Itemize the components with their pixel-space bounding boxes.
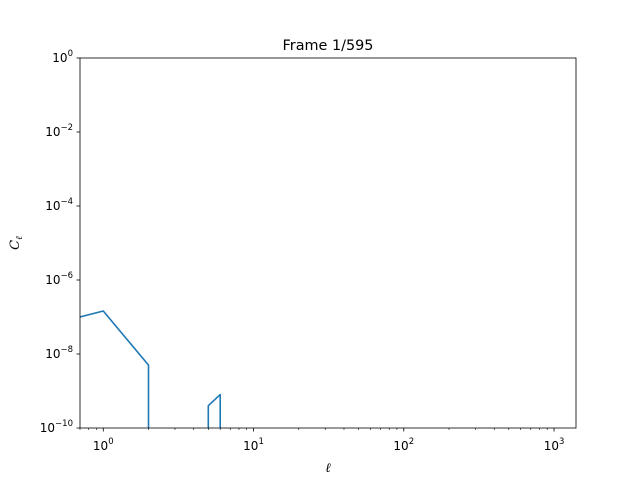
y-tick-label: 10−10 [40, 419, 73, 435]
x-axis-label: ℓ [325, 461, 331, 476]
y-tick-label-base: 10 [45, 273, 60, 287]
x-tick-label-exponent: 2 [409, 437, 414, 447]
y-tick-label-exponent: 0 [68, 49, 73, 59]
x-tick-label-base: 10 [393, 439, 408, 453]
y-tick-label-exponent: −4 [60, 197, 73, 207]
y-tick-label-base: 10 [52, 51, 67, 65]
y-tick-label: 10−2 [45, 123, 73, 139]
x-axis-ticks: 100 101 102 103 [93, 428, 564, 453]
y-tick-label-exponent: −2 [60, 123, 73, 133]
y-tick-label-exponent: −10 [55, 419, 73, 429]
x-tick-label-exponent: 1 [258, 437, 263, 447]
x-tick-label-exponent: 0 [108, 437, 113, 447]
x-tick-label-base: 10 [93, 439, 108, 453]
y-tick-label: 100 [52, 49, 73, 65]
x-tick-label: 102 [393, 437, 414, 453]
y-tick-label: 10−4 [45, 197, 73, 213]
x-tick-label-base: 10 [243, 439, 258, 453]
y-tick-label-exponent: −8 [60, 345, 73, 355]
x-tick-label: 103 [544, 437, 565, 453]
plot-area [80, 310, 221, 428]
y-axis-label-subscript: ℓ [15, 236, 25, 240]
series-line [207, 393, 221, 428]
y-tick-label-base: 10 [45, 199, 60, 213]
y-tick-label: 10−6 [45, 271, 73, 287]
series-line [80, 310, 150, 428]
y-axis-label: Cℓ [8, 236, 25, 250]
y-tick-label-exponent: −6 [60, 271, 73, 281]
x-tick-label-exponent: 3 [559, 437, 564, 447]
y-tick-label-base: 10 [40, 421, 55, 435]
x-tick-label: 101 [243, 437, 264, 453]
x-tick-label: 100 [93, 437, 114, 453]
plot-frame [79, 57, 577, 429]
y-tick-label: 10−8 [45, 345, 73, 361]
chart-title: Frame 1/595 [283, 38, 374, 54]
y-tick-label-base: 10 [45, 347, 60, 361]
y-axis-label-main: C [8, 240, 23, 250]
y-tick-label-base: 10 [45, 125, 60, 139]
x-tick-label-base: 10 [544, 439, 559, 453]
